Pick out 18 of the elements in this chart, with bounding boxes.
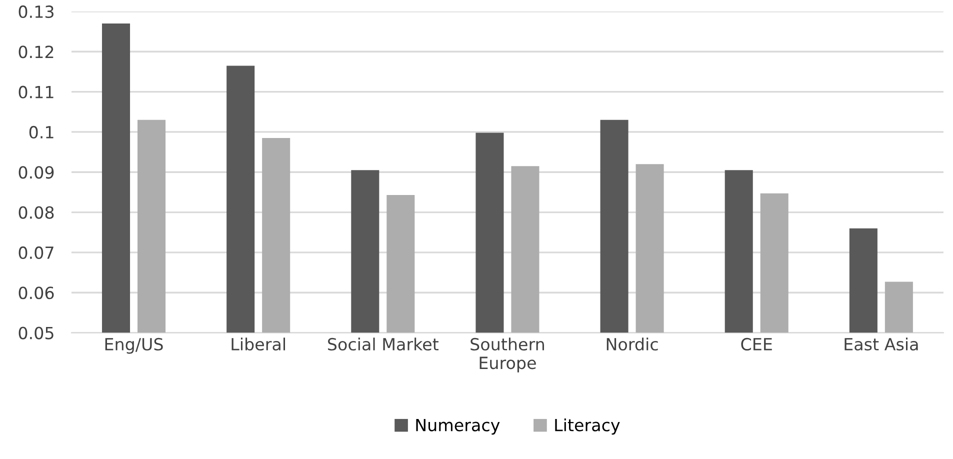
y-tick-label: 0.12 [18,46,54,58]
y-tick-label: 0.13 [18,5,54,18]
y-tick-label: 0.07 [18,246,54,260]
x-tick-label: Eng/US [105,338,163,354]
x-tick-label: Nordic [606,338,658,351]
y-tick-label: 0.05 [18,326,54,340]
x-tick-label: Social Market [328,338,438,351]
x-tick-label: Liberal [232,338,285,351]
legend-label: Literacy [555,418,620,435]
x-tick-label: CEE [741,338,772,351]
y-tick-label: 0.06 [18,286,54,300]
y-tick-label: 0.1 [29,126,54,139]
x-tick-label: East Asia [844,338,918,351]
y-tick-label: 0.09 [18,166,54,179]
y-tick-label: 0.08 [18,206,54,219]
legend-label: Numeracy [416,418,500,435]
x-tick-label: Southern Europe [470,338,544,372]
y-tick-label: 0.11 [18,86,54,98]
